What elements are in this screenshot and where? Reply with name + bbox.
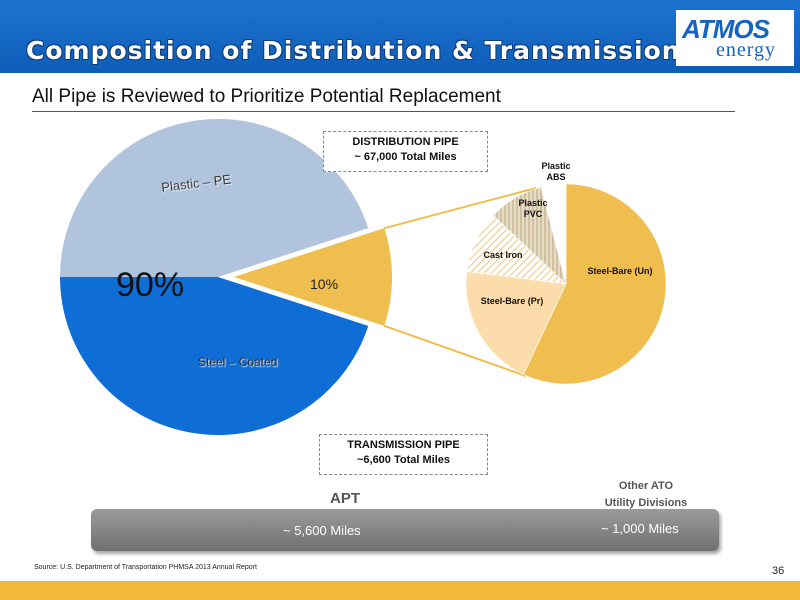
subtitle-underline xyxy=(32,111,735,112)
pie1-annotation-90-percent: 90% xyxy=(116,266,184,304)
pie1-label-bare-percent: 10% xyxy=(310,276,338,292)
pie2-slice-steel-bare-pr xyxy=(465,271,567,375)
distribution-pipe-total: ~ 67,000 Total Miles xyxy=(354,151,457,163)
logo-top-text: ATMOS xyxy=(682,14,770,44)
pie2-label-steel-bare-pr: Steel-Bare (Pr) xyxy=(481,296,544,306)
transmission-pipe-box: TRANSMISSION PIPE ~6,600 Total Miles xyxy=(319,434,488,475)
page-title: Composition of Distribution & Transmissi… xyxy=(26,36,757,65)
source-note: Source: U.S. Department of Transportatio… xyxy=(34,564,257,571)
pie2-label-plastic-abs: Plastic ABS xyxy=(541,161,570,182)
pie2-label-cast-iron: Cast Iron xyxy=(483,250,522,260)
transmission-pipe-title: TRANSMISSION PIPE xyxy=(347,439,460,451)
other-divisions-line1: Other ATO xyxy=(618,480,674,492)
page-number: 36 xyxy=(772,565,785,577)
pie2-label-steel-bare-un: Steel-Bare (Un) xyxy=(587,266,652,276)
distribution-pipe-title: DISTRIBUTION PIPE xyxy=(352,136,459,148)
other-divisions-line2: Utility Divisions xyxy=(604,497,688,509)
apt-miles: ~ 5,600 Miles xyxy=(283,523,361,538)
apt-label: APT xyxy=(330,490,360,507)
pie2-slice-plastic-abs xyxy=(540,183,567,285)
pie1-slice-plastic-pe xyxy=(59,118,369,278)
pie2-label-plastic-pvc: Plastic PVC xyxy=(518,198,547,219)
pie1-label-steel-coated: Steel – Coated xyxy=(198,355,277,369)
logo-bottom-text: energy xyxy=(716,39,777,61)
pie1-slice-slice xyxy=(234,228,393,326)
other-divisions-label: Other ATO Utility Divisions xyxy=(590,478,702,512)
connector-line-bottom xyxy=(383,324,527,377)
atmos-logo: ATMOS energy xyxy=(676,10,794,66)
subtitle: All Pipe is Reviewed to Prioritize Poten… xyxy=(32,86,501,107)
pie1-slice-steel-coated xyxy=(60,277,369,436)
header-bar: Composition of Distribution & Transmissi… xyxy=(0,0,800,73)
transmission-miles-bar: ~ 5,600 Miles ~ 1,000 Miles xyxy=(91,509,719,551)
distribution-pipe-box: DISTRIBUTION PIPE ~ 67,000 Total Miles xyxy=(323,131,488,172)
connector-line-top xyxy=(384,187,537,230)
footer-bar xyxy=(0,581,800,600)
transmission-pipe-total: ~6,600 Total Miles xyxy=(356,454,451,466)
pie2-slice-steel-bare-un xyxy=(523,183,667,385)
other-miles: ~ 1,000 Miles xyxy=(601,521,679,536)
